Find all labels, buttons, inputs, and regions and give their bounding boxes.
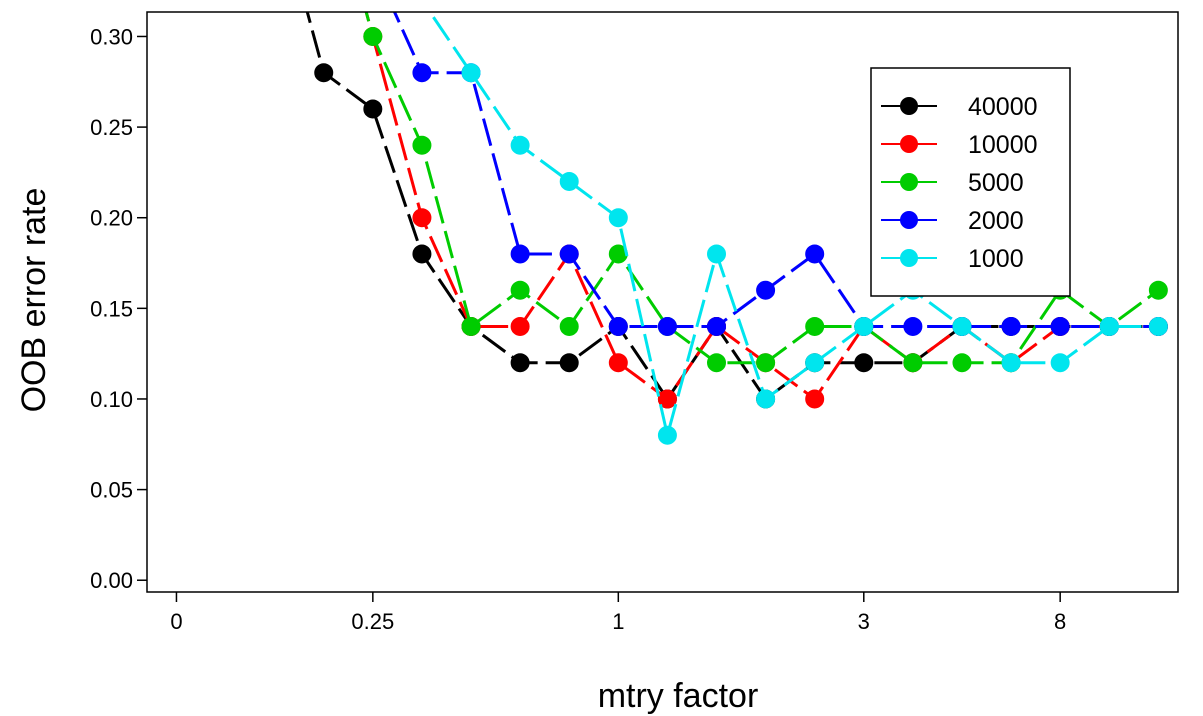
legend-item-40000: 40000 — [881, 93, 1038, 121]
legend-label: 5000 — [968, 169, 1024, 197]
y-tick-label: 0.10 — [90, 387, 133, 412]
data-point — [1050, 353, 1070, 373]
data-point — [1099, 316, 1119, 336]
data-point — [461, 316, 481, 336]
legend-label: 10000 — [968, 131, 1038, 159]
y-axis: 0.00 0.05 0.10 0.15 0.20 0.25 0.30 — [90, 24, 147, 593]
data-point — [314, 63, 334, 83]
y-tick-label: 0.20 — [90, 206, 133, 231]
data-point — [756, 353, 776, 373]
data-point — [707, 244, 727, 264]
x-tick-label: 0 — [170, 609, 182, 634]
data-point — [952, 316, 972, 336]
data-point — [657, 425, 677, 445]
data-point — [461, 63, 481, 83]
data-point — [756, 280, 776, 300]
data-point — [1148, 280, 1168, 300]
legend-label: 1000 — [968, 245, 1024, 273]
data-point — [657, 389, 677, 409]
data-point — [412, 208, 432, 228]
data-point — [559, 353, 579, 373]
y-axis-label: OOB error rate — [15, 188, 53, 413]
data-point — [657, 316, 677, 336]
data-point — [608, 316, 628, 336]
data-point — [510, 280, 530, 300]
x-tick-label: 3 — [858, 609, 870, 634]
series-line — [364, 12, 1159, 401]
y-tick-label: 0.00 — [90, 568, 133, 593]
data-point — [1001, 353, 1021, 373]
data-point — [363, 26, 383, 46]
series-layer — [305, 0, 1168, 445]
legend-item-1000: 1000 — [881, 245, 1024, 273]
data-point — [510, 135, 530, 155]
legend: 40000 10000 5000 2000 1000 — [870, 67, 1071, 297]
data-point — [363, 99, 383, 119]
series-line — [364, 12, 1160, 365]
data-point — [608, 208, 628, 228]
x-tick-label: 8 — [1054, 609, 1066, 634]
data-point — [805, 353, 825, 373]
x-tick-label: 1 — [612, 609, 624, 634]
data-point — [559, 171, 579, 191]
y-tick-label: 0.25 — [90, 115, 133, 140]
data-point — [805, 316, 825, 336]
data-point — [510, 353, 530, 373]
data-point — [559, 244, 579, 264]
legend-swatch-point — [900, 135, 918, 153]
y-tick-label: 0.15 — [90, 296, 133, 321]
data-point — [756, 389, 776, 409]
data-point — [707, 316, 727, 336]
data-point — [854, 353, 874, 373]
data-point — [707, 353, 727, 373]
data-point — [1050, 316, 1070, 336]
series-1000 — [413, 0, 1168, 445]
plot-frame — [146, 11, 1179, 593]
data-point — [412, 135, 432, 155]
legend-label: 40000 — [968, 93, 1038, 121]
data-point — [903, 353, 923, 373]
data-point — [805, 244, 825, 264]
legend-item-2000: 2000 — [881, 207, 1024, 235]
data-point — [608, 353, 628, 373]
x-tick-label: 0.25 — [351, 609, 394, 634]
y-tick-label: 0.05 — [90, 478, 133, 503]
data-point — [854, 316, 874, 336]
data-point — [510, 316, 530, 336]
data-point — [805, 389, 825, 409]
data-point — [952, 353, 972, 373]
legend-item-5000: 5000 — [881, 169, 1024, 197]
legend-swatch-point — [900, 97, 918, 115]
legend-swatch-point — [900, 173, 918, 191]
data-point — [412, 244, 432, 264]
data-point — [1001, 316, 1021, 336]
legend-swatch-point — [900, 249, 918, 267]
data-point — [412, 63, 432, 83]
legend-label: 2000 — [968, 207, 1024, 235]
data-point — [413, 0, 431, 9]
legend-swatch-point — [900, 211, 918, 229]
x-axis: 0 0.25 1 3 8 — [170, 592, 1066, 634]
y-tick-label: 0.30 — [90, 24, 133, 49]
data-point — [903, 316, 923, 336]
data-point — [559, 316, 579, 336]
data-point — [510, 244, 530, 264]
data-point — [1148, 316, 1168, 336]
legend-item-10000: 10000 — [881, 131, 1038, 159]
x-axis-label: mtry factor — [598, 677, 759, 715]
